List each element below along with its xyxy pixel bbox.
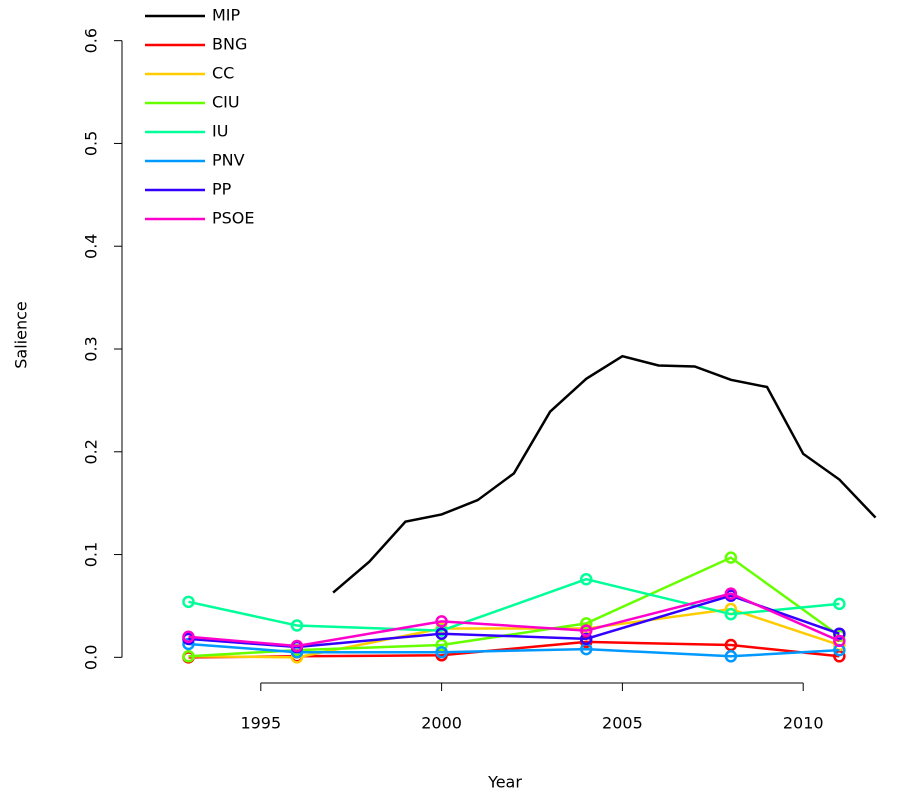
data-point: [182, 630, 195, 644]
x-tick-label: 2005: [602, 714, 643, 733]
data-point: [833, 597, 846, 611]
x-tick-label: 2000: [421, 714, 462, 733]
legend-label: PNV: [212, 151, 245, 170]
data-point: [435, 645, 448, 659]
y-tick-label: 0.2: [82, 439, 101, 464]
series-line: [188, 607, 840, 659]
series-line: [188, 577, 840, 632]
series-line: [188, 642, 840, 658]
data-point: [435, 627, 448, 640]
data-point: [724, 587, 738, 600]
data-point: [724, 607, 738, 621]
y-tick-label: 0.0: [82, 645, 101, 670]
data-point: [182, 595, 195, 609]
legend-label: MIP: [212, 6, 241, 25]
data-point: [435, 615, 448, 628]
data-point: [579, 632, 593, 646]
data-point: [579, 617, 593, 630]
legend-label: IU: [212, 122, 228, 141]
series-line: [188, 556, 841, 658]
x-axis-label: Year: [487, 773, 522, 792]
data-point: [579, 624, 593, 637]
y-tick-label: 0.3: [82, 336, 101, 361]
data-point: [435, 638, 448, 652]
series-line: [188, 594, 840, 649]
legend-label: PSOE: [212, 209, 255, 228]
legend-label: BNG: [212, 35, 247, 54]
data-point: [182, 650, 195, 663]
legend-label: PP: [212, 180, 232, 199]
y-axis-label: Salience: [12, 301, 31, 368]
series-line: [332, 354, 877, 594]
y-tick-label: 0.1: [82, 542, 101, 567]
x-tick-label: 1995: [240, 714, 281, 733]
y-tick-label: 0.4: [82, 233, 101, 258]
data-point: [724, 551, 738, 564]
data-point: [833, 627, 846, 640]
data-point: [833, 634, 846, 648]
data-point: [579, 572, 593, 586]
series-line: [188, 592, 840, 648]
y-tick-label: 0.5: [82, 131, 101, 156]
legend-label: CC: [212, 64, 234, 83]
data-point: [290, 619, 304, 632]
y-tick-label: 0.6: [82, 28, 101, 53]
data-point: [724, 638, 738, 652]
x-tick-label: 2010: [783, 714, 824, 733]
legend-label: CIU: [212, 93, 240, 112]
data-point: [290, 639, 304, 653]
data-point: [724, 650, 738, 663]
